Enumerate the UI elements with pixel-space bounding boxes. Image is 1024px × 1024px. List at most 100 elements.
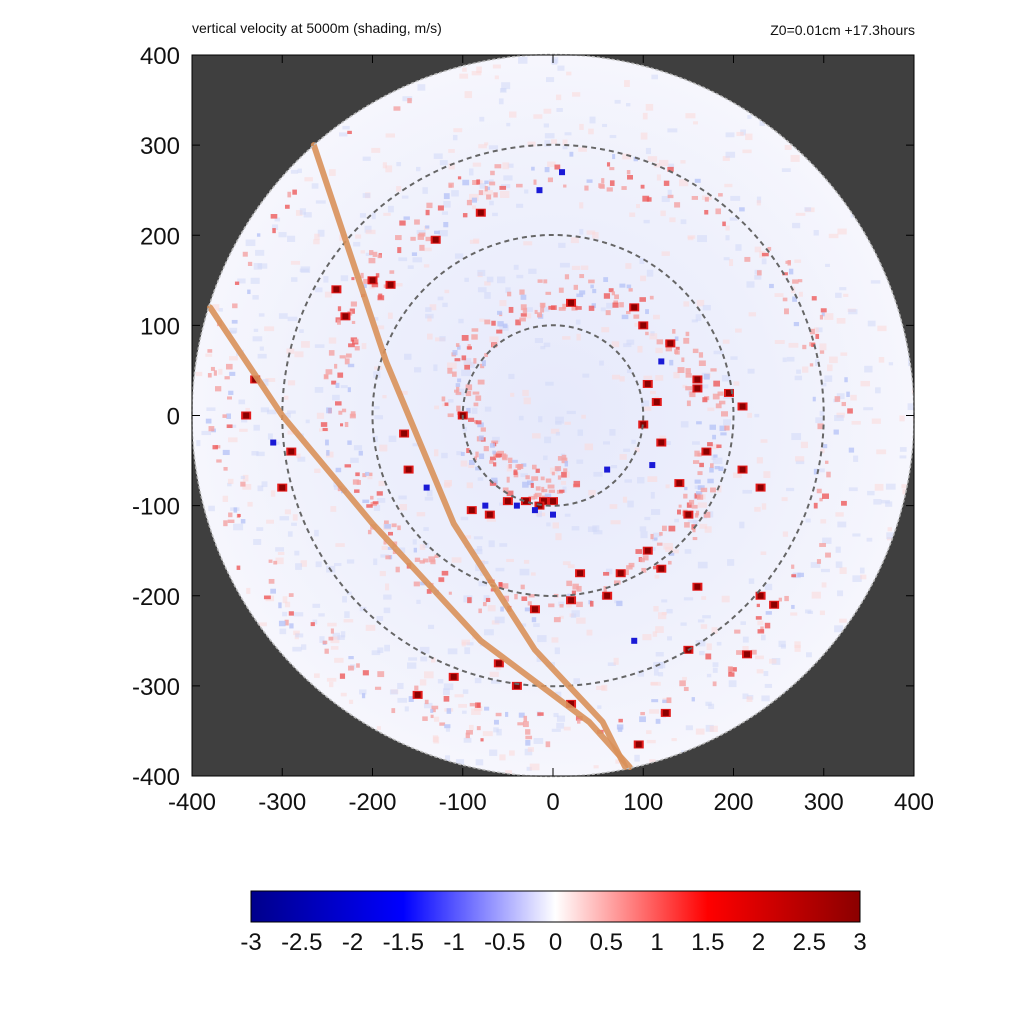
texture-cell	[815, 327, 823, 333]
texture-cell	[441, 452, 448, 459]
texture-cell	[695, 639, 706, 647]
x-tick-label: -200	[348, 789, 396, 816]
band-cell	[668, 552, 675, 556]
band-cell	[466, 199, 472, 206]
band-cell	[466, 346, 472, 350]
x-tick-label: 200	[713, 789, 753, 816]
band-cell	[626, 170, 631, 175]
updraft-core	[631, 304, 638, 311]
texture-cell	[682, 676, 687, 681]
texture-cell	[819, 468, 825, 473]
band-cell	[223, 520, 228, 527]
texture-cell	[489, 336, 499, 343]
texture-cell	[653, 605, 659, 612]
texture-cell	[661, 611, 667, 616]
band-cell	[683, 493, 688, 499]
updraft-core	[739, 466, 746, 473]
texture-cell	[642, 112, 648, 120]
band-cell	[524, 607, 531, 612]
texture-cell	[697, 235, 708, 243]
band-cell	[365, 471, 370, 476]
band-cell	[819, 350, 825, 354]
band-cell	[462, 179, 470, 186]
texture-cell	[448, 149, 455, 153]
texture-cell	[499, 300, 507, 307]
band-cell	[344, 358, 350, 365]
texture-cell	[314, 468, 321, 474]
updraft-core	[414, 691, 421, 698]
texture-cell	[886, 532, 897, 540]
band-cell	[614, 294, 619, 300]
texture-cell	[533, 623, 540, 628]
texture-cell	[664, 441, 671, 445]
texture-cell	[735, 244, 742, 251]
texture-cell	[284, 601, 291, 608]
texture-cell	[875, 387, 881, 394]
texture-cell	[316, 412, 325, 419]
texture-cell	[763, 671, 769, 677]
texture-cell	[287, 316, 298, 322]
band-cell	[553, 617, 561, 623]
texture-cell	[346, 559, 355, 564]
band-cell	[528, 495, 535, 500]
texture-cell	[523, 313, 532, 319]
texture-cell	[305, 419, 310, 424]
texture-cell	[508, 111, 517, 118]
band-cell	[338, 410, 343, 415]
texture-cell	[683, 301, 690, 307]
band-cell	[606, 187, 613, 192]
texture-cell	[458, 703, 467, 708]
texture-cell	[365, 624, 376, 631]
band-cell	[349, 308, 355, 314]
band-cell	[709, 424, 716, 430]
band-cell	[685, 331, 690, 337]
texture-cell	[747, 412, 753, 418]
texture-cell	[469, 193, 479, 201]
band-cell	[557, 456, 563, 461]
texture-cell	[843, 293, 849, 298]
band-cell	[326, 449, 330, 456]
band-cell	[356, 480, 361, 485]
texture-cell	[359, 689, 367, 695]
texture-cell	[577, 429, 584, 436]
texture-cell	[860, 574, 867, 580]
texture-cell	[389, 689, 398, 695]
texture-cell	[442, 688, 450, 696]
texture-cell	[313, 239, 320, 245]
texture-cell	[365, 252, 372, 256]
texture-cell	[622, 153, 631, 160]
texture-cell	[811, 591, 821, 599]
band-cell	[573, 284, 578, 290]
band-cell	[388, 531, 393, 536]
texture-cell	[552, 522, 559, 529]
band-cell	[534, 309, 538, 314]
texture-cell	[848, 309, 858, 315]
texture-cell	[464, 535, 472, 539]
texture-cell	[329, 681, 334, 688]
band-cell	[425, 236, 432, 242]
texture-cell	[665, 484, 670, 489]
texture-cell	[378, 480, 385, 487]
texture-cell	[600, 307, 606, 312]
band-cell	[476, 726, 481, 731]
band-cell	[847, 408, 853, 414]
texture-cell	[300, 560, 307, 567]
band-cell	[383, 284, 388, 288]
texture-cell	[439, 160, 448, 166]
band-cell	[547, 177, 554, 183]
band-cell	[523, 715, 528, 722]
texture-cell	[685, 725, 693, 731]
band-cell	[666, 697, 672, 704]
band-cell	[821, 312, 825, 317]
texture-cell	[911, 389, 914, 395]
band-cell	[497, 310, 503, 315]
band-cell	[569, 151, 574, 157]
band-cell	[414, 557, 421, 562]
band-cell	[525, 739, 531, 746]
texture-cell	[589, 116, 596, 124]
band-cell	[605, 310, 611, 316]
texture-cell	[836, 393, 845, 400]
updraft-core	[653, 398, 660, 405]
band-cell	[545, 478, 552, 483]
band-cell	[229, 371, 236, 376]
